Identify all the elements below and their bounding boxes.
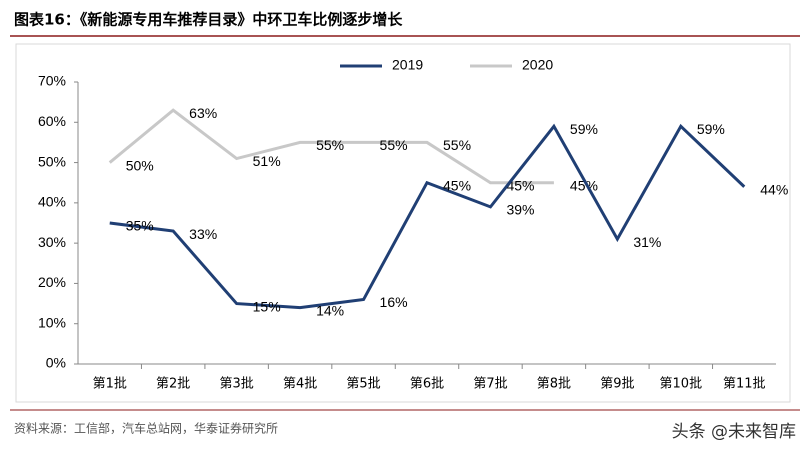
y-tick-label: 20% [38, 274, 66, 290]
data-label: 55% [316, 137, 344, 153]
data-label: 55% [380, 137, 408, 153]
data-label: 39% [506, 202, 534, 218]
y-tick-label: 50% [38, 153, 66, 169]
data-label: 63% [189, 105, 217, 121]
x-tick-label: 第3批 [219, 377, 253, 392]
x-tick-label: 第8批 [537, 377, 571, 392]
watermark: 头条 @未来智库 [672, 422, 796, 442]
data-label: 45% [506, 177, 534, 193]
chart-frame [15, 43, 791, 403]
data-label: 31% [633, 234, 661, 250]
x-tick-label: 第7批 [473, 377, 507, 392]
data-label: 14% [316, 302, 344, 318]
data-label: 45% [443, 177, 471, 193]
series-line [109, 123, 746, 310]
data-label: 50% [126, 157, 154, 173]
data-label: 55% [443, 137, 471, 153]
legend-label: 2019 [392, 57, 423, 73]
x-tick-label: 第10批 [660, 377, 703, 392]
legend-label: 2020 [522, 57, 553, 73]
x-tick-label: 第1批 [93, 377, 127, 392]
data-label: 15% [253, 298, 281, 314]
data-label: 44% [760, 181, 788, 197]
x-tick-label: 第6批 [410, 377, 444, 392]
y-tick-label: 60% [38, 113, 66, 129]
x-tick-label: 第11批 [723, 377, 766, 392]
data-label: 35% [126, 218, 154, 234]
series-line [108, 108, 554, 185]
chart-title: 图表16：《新能源专用车推荐目录》中环卫车比例逐步增长 [14, 11, 403, 29]
y-tick-label: 30% [38, 234, 66, 250]
y-tick-label: 0% [46, 355, 66, 371]
x-tick-label: 第2批 [156, 377, 190, 392]
y-tick-label: 10% [38, 314, 66, 330]
x-tick-label: 第4批 [283, 377, 317, 392]
data-label: 59% [697, 121, 725, 137]
x-tick-label: 第5批 [346, 377, 380, 392]
data-label: 33% [189, 226, 217, 242]
data-label: 59% [570, 121, 598, 137]
y-tick-label: 40% [38, 194, 66, 210]
source: 资料来源：工信部，汽车总站网，华泰证券研究所 [14, 421, 278, 436]
y-tick-label: 70% [38, 73, 66, 89]
data-label: 16% [380, 294, 408, 310]
data-label: 51% [253, 153, 281, 169]
x-tick-label: 第9批 [600, 377, 634, 392]
